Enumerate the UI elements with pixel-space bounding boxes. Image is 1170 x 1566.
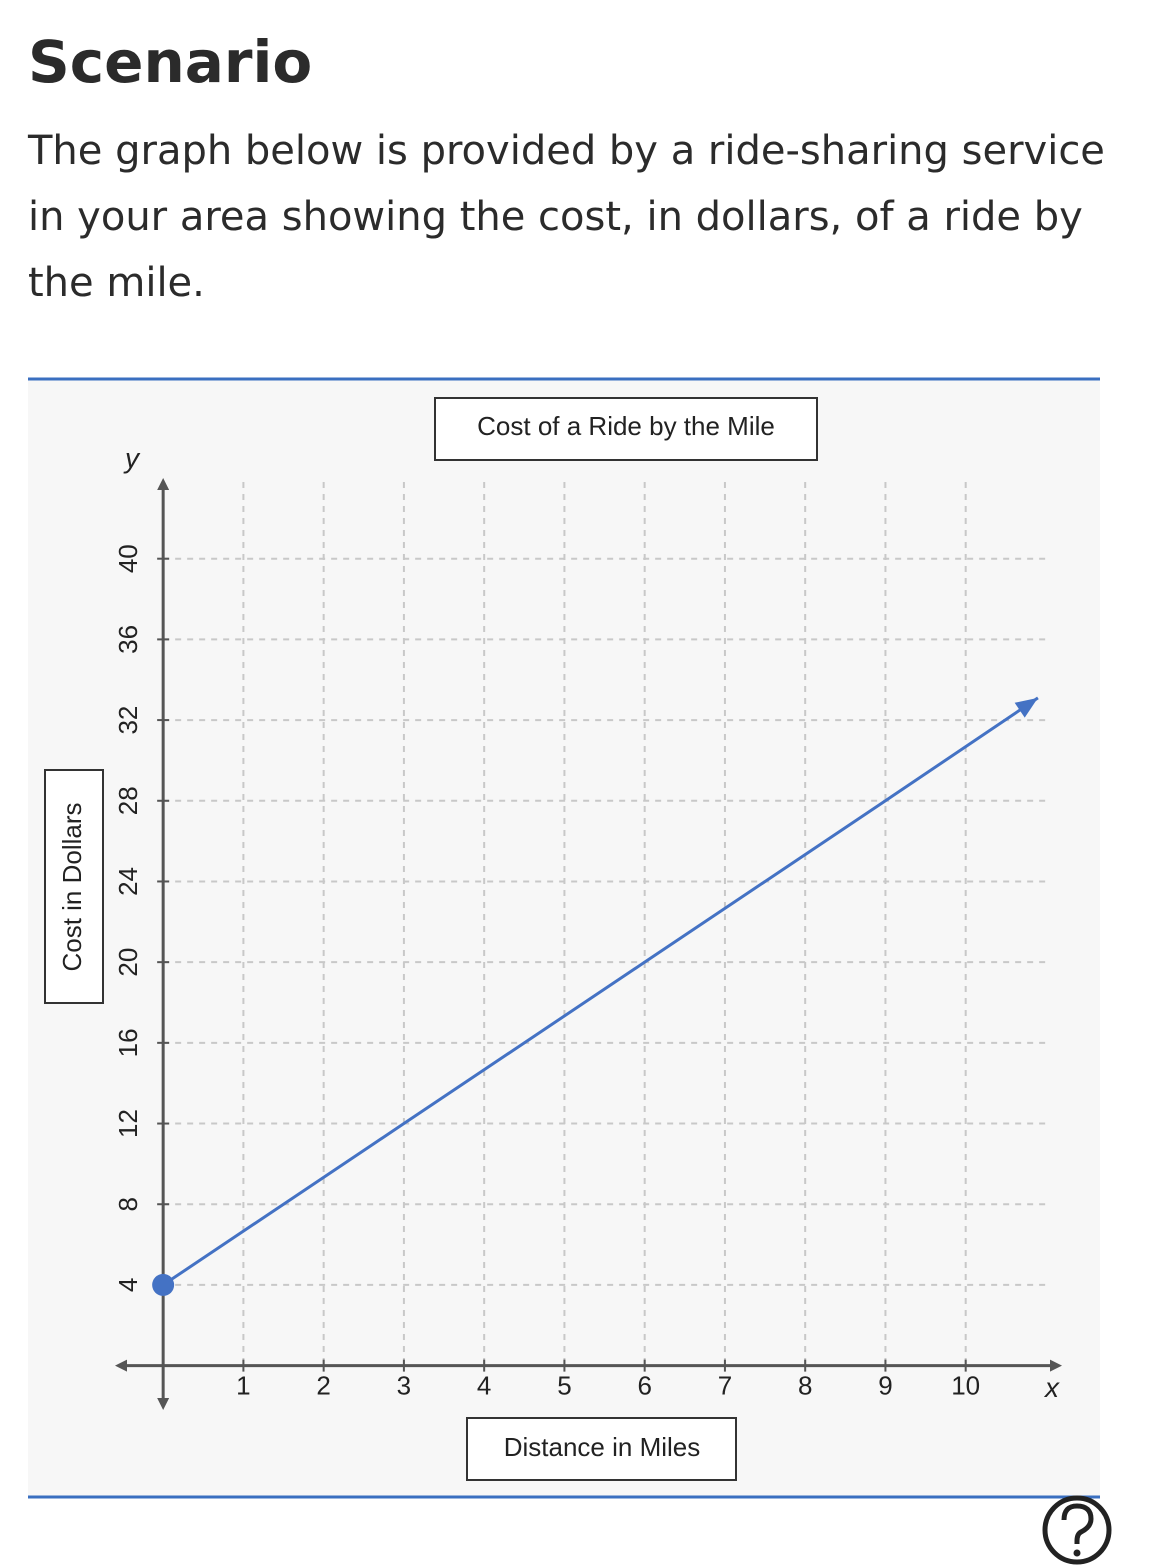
y-label-box bbox=[44, 769, 104, 1004]
y-tick-label: 40 bbox=[113, 544, 143, 573]
heading: Scenario bbox=[28, 28, 313, 96]
x-tick-label: 3 bbox=[397, 1370, 411, 1400]
x-tick-label: 10 bbox=[951, 1370, 980, 1400]
x-tick-label: 8 bbox=[798, 1370, 812, 1400]
y-axis-symbol: y bbox=[123, 442, 141, 473]
y-tick-label: 24 bbox=[113, 867, 143, 896]
description: The graph below is provided by a ride-sh… bbox=[28, 128, 1105, 306]
x-tick-label: 5 bbox=[557, 1370, 571, 1400]
x-label-box bbox=[466, 1417, 737, 1481]
y-axis-label: Cost in Dollars bbox=[57, 802, 87, 971]
y-tick-label: 8 bbox=[113, 1197, 143, 1211]
y-tick-label: 20 bbox=[113, 948, 143, 977]
x-tick-label: 4 bbox=[477, 1370, 491, 1400]
x-tick-label: 9 bbox=[878, 1370, 892, 1400]
x-tick-label: 7 bbox=[718, 1370, 732, 1400]
y-tick-label: 36 bbox=[113, 625, 143, 654]
x-tick-label: 2 bbox=[316, 1370, 330, 1400]
line bbox=[162, 696, 1039, 1287]
point bbox=[152, 1273, 175, 1296]
y-tick-label: 28 bbox=[113, 786, 143, 815]
x-axis-symbol: x bbox=[1043, 1372, 1060, 1403]
arrow-head bbox=[1014, 697, 1038, 718]
x-axis-label: Distance in Miles bbox=[504, 1432, 701, 1462]
y-tick-label: 32 bbox=[113, 706, 143, 735]
x-tick-label: 1 bbox=[236, 1370, 250, 1400]
x-tick-label: 6 bbox=[637, 1370, 651, 1400]
chart-title: Cost of a Ride by the Mile bbox=[477, 411, 775, 441]
help-icon[interactable] bbox=[1042, 1495, 1112, 1565]
title-box bbox=[434, 397, 818, 461]
y-tick-label: 16 bbox=[113, 1028, 143, 1057]
y-tick-label: 4 bbox=[113, 1278, 143, 1292]
y-tick-label: 12 bbox=[113, 1109, 143, 1138]
